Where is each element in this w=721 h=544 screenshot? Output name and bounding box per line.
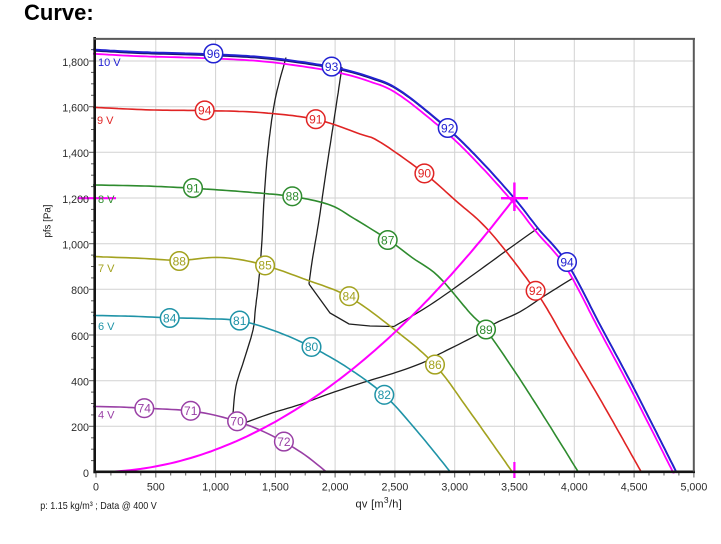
svg-text:91: 91: [186, 181, 200, 195]
svg-text:87: 87: [381, 233, 395, 247]
svg-text:1,400: 1,400: [62, 148, 89, 160]
svg-text:5,000: 5,000: [681, 482, 708, 494]
svg-text:71: 71: [184, 404, 198, 418]
svg-text:85: 85: [258, 259, 272, 273]
svg-text:1,000: 1,000: [62, 240, 89, 252]
svg-text:qv [m3/h]: qv [m3/h]: [356, 495, 403, 511]
svg-text:88: 88: [286, 190, 300, 204]
svg-text:92: 92: [529, 284, 543, 298]
svg-text:88: 88: [173, 254, 187, 268]
svg-text:1,500: 1,500: [262, 482, 289, 494]
svg-text:4,000: 4,000: [561, 482, 588, 494]
svg-text:0: 0: [93, 482, 99, 494]
svg-text:84: 84: [163, 311, 177, 325]
svg-text:74: 74: [138, 402, 152, 416]
svg-text:800: 800: [71, 285, 89, 297]
svg-text:81: 81: [233, 314, 247, 328]
svg-text:91: 91: [309, 113, 323, 127]
svg-text:96: 96: [207, 47, 221, 61]
svg-text:89: 89: [479, 323, 493, 337]
svg-text:7 V: 7 V: [98, 263, 115, 275]
svg-text:4,500: 4,500: [621, 482, 648, 494]
svg-text:p: 1.15 kg/m³ ; Data @ 400 V: p: 1.15 kg/m³ ; Data @ 400 V: [40, 500, 157, 512]
svg-text:0: 0: [83, 468, 89, 480]
svg-text:92: 92: [441, 121, 455, 135]
svg-text:400: 400: [71, 377, 89, 389]
svg-text:10 V: 10 V: [98, 57, 121, 69]
svg-text:500: 500: [147, 482, 165, 494]
svg-text:2,500: 2,500: [382, 482, 409, 494]
svg-text:8 V: 8 V: [98, 194, 115, 206]
svg-text:pfs [Pa]: pfs [Pa]: [42, 204, 54, 237]
svg-text:4 V: 4 V: [98, 409, 115, 421]
svg-text:600: 600: [71, 331, 89, 343]
svg-text:94: 94: [560, 255, 574, 269]
svg-text:86: 86: [428, 358, 442, 372]
svg-text:94: 94: [198, 104, 212, 118]
svg-text:90: 90: [418, 167, 432, 181]
svg-text:1,600: 1,600: [62, 103, 89, 115]
svg-text:1,200: 1,200: [62, 194, 89, 206]
svg-text:72: 72: [277, 435, 291, 449]
svg-text:3,500: 3,500: [501, 482, 528, 494]
svg-text:70: 70: [230, 415, 244, 429]
svg-text:1,800: 1,800: [62, 57, 89, 69]
svg-text:80: 80: [305, 340, 319, 354]
svg-text:2,000: 2,000: [322, 482, 349, 494]
svg-text:1,000: 1,000: [202, 482, 229, 494]
svg-text:6 V: 6 V: [98, 321, 115, 333]
svg-text:3,000: 3,000: [441, 482, 468, 494]
svg-text:84: 84: [343, 290, 357, 304]
svg-text:82: 82: [378, 388, 392, 402]
svg-text:9 V: 9 V: [97, 115, 114, 127]
svg-text:93: 93: [325, 60, 339, 74]
svg-text:200: 200: [71, 422, 89, 434]
